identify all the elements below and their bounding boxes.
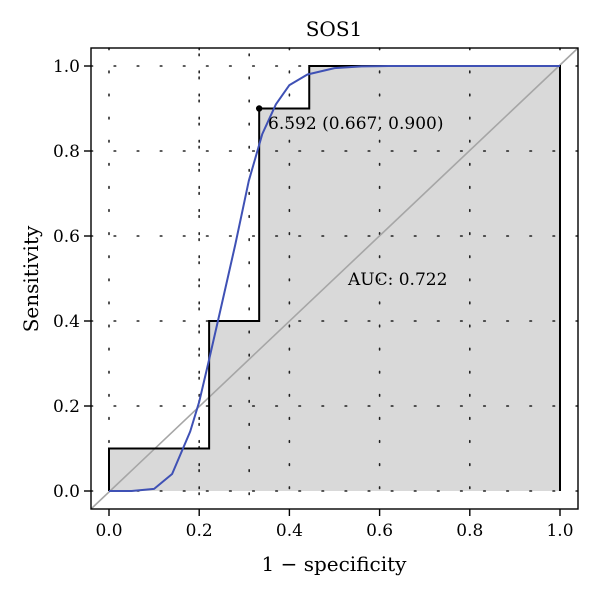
x-tick-label: 0.8 <box>456 521 483 541</box>
diagonal-reference-line <box>90 47 579 510</box>
axis-ticks: 0.0 0.2 0.4 0.6 0.8 1.0 0.0 0.2 0.4 0.6 0.8 1.0 <box>53 57 574 541</box>
y-tick-label: 1.0 <box>53 57 80 77</box>
y-tick-label: 0.2 <box>53 397 80 417</box>
x-tick-label: 0.4 <box>276 521 303 541</box>
x-tick-label: 0.6 <box>366 521 393 541</box>
plot-area <box>90 47 579 510</box>
best-threshold-label: 6.592 (0.667, 0.900) <box>268 114 443 134</box>
best-threshold-point <box>255 105 263 112</box>
x-tick-label: 0.2 <box>186 521 213 541</box>
x-tick-label: 1.0 <box>546 521 573 541</box>
y-tick-label: 0.4 <box>53 312 80 332</box>
x-axis-label: 1 − specificity <box>262 552 408 576</box>
auc-label: AUC: 0.722 <box>347 270 447 290</box>
plot-frame <box>90 47 579 510</box>
x-tick-label: 0.0 <box>95 521 122 541</box>
y-tick-label: 0.8 <box>53 142 80 162</box>
chart-title: SOS1 <box>306 17 363 41</box>
y-axis-label: Sensitivity <box>19 225 43 332</box>
y-tick-label: 0.0 <box>53 482 80 502</box>
y-tick-label: 0.6 <box>53 227 80 247</box>
smoothed-roc-curve <box>109 65 560 492</box>
